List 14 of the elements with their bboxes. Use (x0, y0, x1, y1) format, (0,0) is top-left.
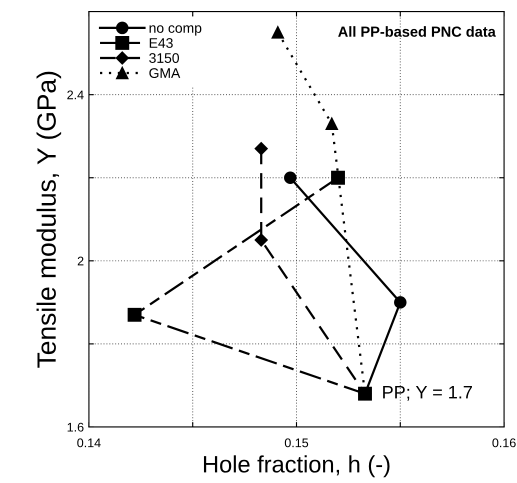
legend-label: no comp (150, 25, 202, 36)
x-axis-title: Hole fraction, h (-) (204, 455, 390, 478)
legend-label: 3150 (149, 53, 179, 63)
legend-label: GMA (149, 68, 180, 78)
annotation: All PP-based PNC data (338, 26, 496, 37)
x-tick-label: 0.15 (284, 438, 308, 448)
y-tick-label: 2.4 (67, 90, 84, 100)
x-tick-label: 0.16 (492, 438, 516, 448)
legend-label: E43 (150, 38, 173, 48)
annotation: PP; Y = 1.7 (383, 386, 472, 401)
y-tick-label: 2 (78, 256, 84, 266)
y-tick-label: 1.6 (68, 422, 84, 432)
y-axis-title: Tensile modulus, Y (GPa) (36, 72, 62, 368)
x-tick-label: 0.14 (77, 438, 101, 448)
